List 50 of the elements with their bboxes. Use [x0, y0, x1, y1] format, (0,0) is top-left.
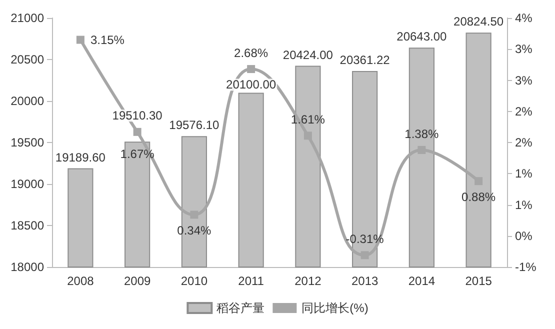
x-tick-label: 2014 [408, 274, 436, 288]
point [247, 65, 256, 74]
x-tick-label: 2011 [238, 274, 264, 288]
data-label: 20361.22 [340, 53, 390, 68]
y2-tick-label: 1% [515, 166, 533, 181]
legend-label: 稻谷产量 [216, 301, 265, 315]
point [76, 36, 84, 44]
point [133, 128, 142, 136]
data-label: -0.31% [346, 232, 384, 246]
y-tick-label: 19500 [10, 136, 44, 150]
legend-label: 同比增长(%) [302, 301, 368, 315]
x-tick-label: 2015 [465, 274, 492, 288]
data-label: 19189.60 [55, 150, 106, 164]
data-label: 20100.00 [226, 78, 276, 92]
y2-tick-label: 0% [515, 228, 533, 243]
data-label: 2.68% [234, 46, 268, 60]
x-tick-label: 2012 [294, 274, 322, 288]
data-label: 3.15% [90, 32, 125, 47]
y2-tick-label: -1% [515, 260, 537, 274]
point [418, 146, 426, 154]
y2-tick-label: 2% [515, 104, 533, 118]
data-label: 20424.00 [282, 48, 334, 62]
y2-tick-label: 3% [515, 42, 533, 56]
data-label: 19510.30 [112, 108, 163, 123]
y2-tick-label: 3% [515, 73, 533, 88]
y-tick-label: 18000 [10, 260, 44, 274]
x-tick-label: 2013 [351, 274, 378, 288]
y-tick-label: 20500 [10, 52, 44, 66]
point [190, 210, 198, 219]
point [360, 251, 369, 260]
data-label: 19576.10 [169, 118, 220, 132]
data-label: 0.34% [177, 224, 212, 238]
data-label: 1.38% [404, 126, 440, 141]
data-label: 1.67% [120, 146, 155, 161]
y2-tick-label: 2% [515, 136, 533, 150]
data-label: 1.61% [290, 112, 326, 127]
x-tick-label: 2010 [180, 274, 208, 288]
data-label: 0.88% [462, 190, 496, 204]
point [304, 132, 312, 140]
y-tick-label: 18500 [10, 218, 44, 232]
y2-tick-label: 1% [515, 198, 533, 212]
data-label: 20643.00 [396, 30, 448, 44]
x-tick-label: 2009 [124, 274, 151, 288]
data-label: 20824.50 [454, 14, 504, 29]
y-tick-label: 20000 [10, 94, 44, 108]
x-tick-label: 2008 [67, 274, 94, 288]
y-tick-label: 19000 [10, 177, 44, 191]
y-tick-label: 21000 [10, 11, 44, 25]
y2-tick-label: 4% [515, 11, 533, 25]
point [474, 177, 483, 186]
